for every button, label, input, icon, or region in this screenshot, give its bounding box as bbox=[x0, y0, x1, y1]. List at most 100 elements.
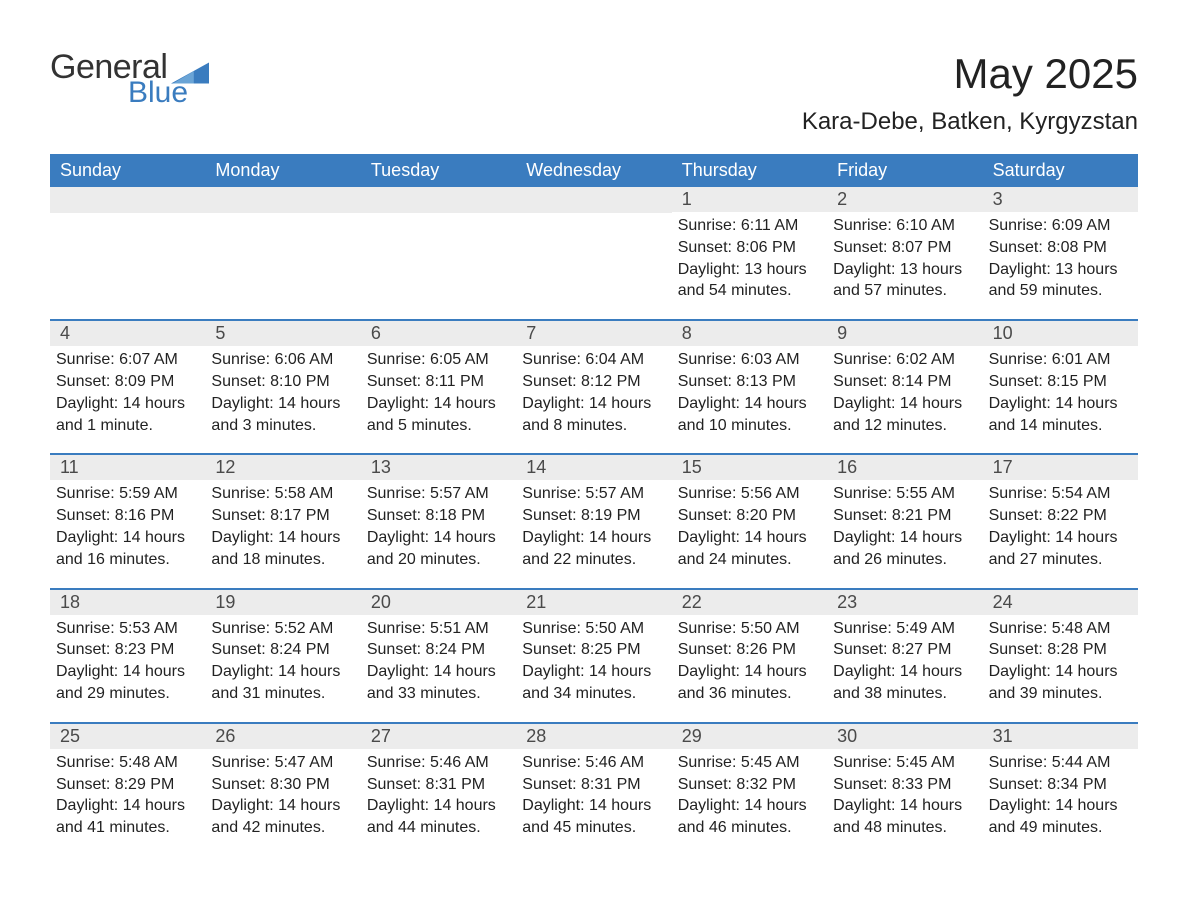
day-number: 12 bbox=[205, 455, 360, 480]
day-d2: and 57 minutes. bbox=[833, 281, 972, 302]
day-sunrise: Sunrise: 6:03 AM bbox=[678, 350, 817, 371]
day-details: Sunrise: 5:57 AMSunset: 8:19 PMDaylight:… bbox=[516, 480, 671, 570]
day-d1: Daylight: 14 hours bbox=[522, 662, 661, 683]
day-cell: 9Sunrise: 6:02 AMSunset: 8:14 PMDaylight… bbox=[827, 321, 982, 437]
day-sunset: Sunset: 8:20 PM bbox=[678, 506, 817, 527]
day-cell: 20Sunrise: 5:51 AMSunset: 8:24 PMDayligh… bbox=[361, 590, 516, 706]
day-d1: Daylight: 14 hours bbox=[56, 528, 195, 549]
day-details: Sunrise: 5:54 AMSunset: 8:22 PMDaylight:… bbox=[983, 480, 1138, 570]
day-d2: and 27 minutes. bbox=[989, 550, 1128, 571]
day-cell: 7Sunrise: 6:04 AMSunset: 8:12 PMDaylight… bbox=[516, 321, 671, 437]
day-d2: and 34 minutes. bbox=[522, 684, 661, 705]
day-d1: Daylight: 14 hours bbox=[56, 394, 195, 415]
day-d1: Daylight: 14 hours bbox=[367, 528, 506, 549]
day-d1: Daylight: 14 hours bbox=[678, 394, 817, 415]
day-sunrise: Sunrise: 5:49 AM bbox=[833, 619, 972, 640]
weekday-header: Monday bbox=[205, 154, 360, 187]
day-d1: Daylight: 14 hours bbox=[522, 796, 661, 817]
day-sunset: Sunset: 8:09 PM bbox=[56, 372, 195, 393]
weekday-header: Friday bbox=[827, 154, 982, 187]
day-number: 30 bbox=[827, 724, 982, 749]
day-number: 22 bbox=[672, 590, 827, 615]
day-sunset: Sunset: 8:18 PM bbox=[367, 506, 506, 527]
day-cell: 12Sunrise: 5:58 AMSunset: 8:17 PMDayligh… bbox=[205, 455, 360, 571]
day-sunrise: Sunrise: 6:05 AM bbox=[367, 350, 506, 371]
day-details: Sunrise: 5:48 AMSunset: 8:28 PMDaylight:… bbox=[983, 615, 1138, 705]
day-d2: and 8 minutes. bbox=[522, 416, 661, 437]
day-details: Sunrise: 5:44 AMSunset: 8:34 PMDaylight:… bbox=[983, 749, 1138, 839]
empty-cell bbox=[361, 187, 516, 303]
day-d2: and 36 minutes. bbox=[678, 684, 817, 705]
day-sunset: Sunset: 8:21 PM bbox=[833, 506, 972, 527]
day-cell: 14Sunrise: 5:57 AMSunset: 8:19 PMDayligh… bbox=[516, 455, 671, 571]
day-sunset: Sunset: 8:15 PM bbox=[989, 372, 1128, 393]
day-number: 21 bbox=[516, 590, 671, 615]
day-sunset: Sunset: 8:25 PM bbox=[522, 640, 661, 661]
day-d1: Daylight: 14 hours bbox=[211, 394, 350, 415]
day-details: Sunrise: 5:57 AMSunset: 8:18 PMDaylight:… bbox=[361, 480, 516, 570]
day-sunset: Sunset: 8:07 PM bbox=[833, 238, 972, 259]
day-cell: 10Sunrise: 6:01 AMSunset: 8:15 PMDayligh… bbox=[983, 321, 1138, 437]
weekday-header-row: SundayMondayTuesdayWednesdayThursdayFrid… bbox=[50, 154, 1138, 187]
day-sunrise: Sunrise: 5:55 AM bbox=[833, 484, 972, 505]
day-d1: Daylight: 14 hours bbox=[989, 528, 1128, 549]
day-number: 4 bbox=[50, 321, 205, 346]
day-cell: 11 Sunrise: 5:59 AMSunset: 8:16 PMDayligh… bbox=[50, 455, 205, 571]
day-details: Sunrise: 5:45 AMSunset: 8:33 PMDaylight:… bbox=[827, 749, 982, 839]
day-d1: Daylight: 14 hours bbox=[211, 528, 350, 549]
day-d2: and 1 minute. bbox=[56, 416, 195, 437]
day-d2: and 26 minutes. bbox=[833, 550, 972, 571]
day-number: 9 bbox=[827, 321, 982, 346]
day-cell: 28Sunrise: 5:46 AMSunset: 8:31 PMDayligh… bbox=[516, 724, 671, 840]
day-details: Sunrise: 5:46 AMSunset: 8:31 PMDaylight:… bbox=[516, 749, 671, 839]
day-sunrise: Sunrise: 5:57 AM bbox=[522, 484, 661, 505]
day-cell: 4Sunrise: 6:07 AMSunset: 8:09 PMDaylight… bbox=[50, 321, 205, 437]
empty-day-number bbox=[516, 187, 671, 213]
day-sunset: Sunset: 8:06 PM bbox=[678, 238, 817, 259]
day-d2: and 3 minutes. bbox=[211, 416, 350, 437]
day-number: 8 bbox=[672, 321, 827, 346]
day-number: 31 bbox=[983, 724, 1138, 749]
day-sunrise: Sunrise: 5:52 AM bbox=[211, 619, 350, 640]
week-row: 25Sunrise: 5:48 AMSunset: 8:29 PMDayligh… bbox=[50, 722, 1138, 840]
day-number: 24 bbox=[983, 590, 1138, 615]
day-sunset: Sunset: 8:31 PM bbox=[522, 775, 661, 796]
day-d1: Daylight: 14 hours bbox=[56, 662, 195, 683]
weekday-header: Wednesday bbox=[516, 154, 671, 187]
day-sunset: Sunset: 8:17 PM bbox=[211, 506, 350, 527]
day-d2: and 54 minutes. bbox=[678, 281, 817, 302]
day-cell: 8Sunrise: 6:03 AMSunset: 8:13 PMDaylight… bbox=[672, 321, 827, 437]
day-number: 1 bbox=[672, 187, 827, 212]
day-d2: and 16 minutes. bbox=[56, 550, 195, 571]
day-d1: Daylight: 14 hours bbox=[367, 662, 506, 683]
day-details: Sunrise: 5:45 AMSunset: 8:32 PMDaylight:… bbox=[672, 749, 827, 839]
day-details: Sunrise: 5:50 AMSunset: 8:25 PMDaylight:… bbox=[516, 615, 671, 705]
day-sunrise: Sunrise: 5:45 AM bbox=[833, 753, 972, 774]
week-row: 18Sunrise: 5:53 AMSunset: 8:23 PMDayligh… bbox=[50, 588, 1138, 706]
day-sunset: Sunset: 8:31 PM bbox=[367, 775, 506, 796]
day-number: 11 bbox=[50, 455, 205, 480]
day-d2: and 45 minutes. bbox=[522, 818, 661, 839]
day-number: 3 bbox=[983, 187, 1138, 212]
day-details: Sunrise: 5:47 AMSunset: 8:30 PMDaylight:… bbox=[205, 749, 360, 839]
day-details: Sunrise: 6:02 AMSunset: 8:14 PMDaylight:… bbox=[827, 346, 982, 436]
day-number: 6 bbox=[361, 321, 516, 346]
day-cell: 18Sunrise: 5:53 AMSunset: 8:23 PMDayligh… bbox=[50, 590, 205, 706]
day-number: 18 bbox=[50, 590, 205, 615]
day-sunrise: Sunrise: 5:47 AM bbox=[211, 753, 350, 774]
day-sunrise: Sunrise: 5:56 AM bbox=[678, 484, 817, 505]
day-sunrise: Sunrise: 5:59 AM bbox=[56, 484, 195, 505]
day-d1: Daylight: 14 hours bbox=[833, 528, 972, 549]
day-number: 15 bbox=[672, 455, 827, 480]
day-d1: Daylight: 14 hours bbox=[833, 394, 972, 415]
day-d2: and 48 minutes. bbox=[833, 818, 972, 839]
title-block: May 2025 Kara-Debe, Batken, Kyrgyzstan bbox=[802, 50, 1138, 136]
day-cell: 15Sunrise: 5:56 AMSunset: 8:20 PMDayligh… bbox=[672, 455, 827, 571]
day-sunrise: Sunrise: 5:48 AM bbox=[56, 753, 195, 774]
day-sunset: Sunset: 8:16 PM bbox=[56, 506, 195, 527]
day-details: Sunrise: 5:50 AMSunset: 8:26 PMDaylight:… bbox=[672, 615, 827, 705]
day-cell: 2Sunrise: 6:10 AMSunset: 8:07 PMDaylight… bbox=[827, 187, 982, 303]
week-row: 1Sunrise: 6:11 AMSunset: 8:06 PMDaylight… bbox=[50, 187, 1138, 303]
day-sunset: Sunset: 8:19 PM bbox=[522, 506, 661, 527]
day-sunrise: Sunrise: 5:50 AM bbox=[678, 619, 817, 640]
